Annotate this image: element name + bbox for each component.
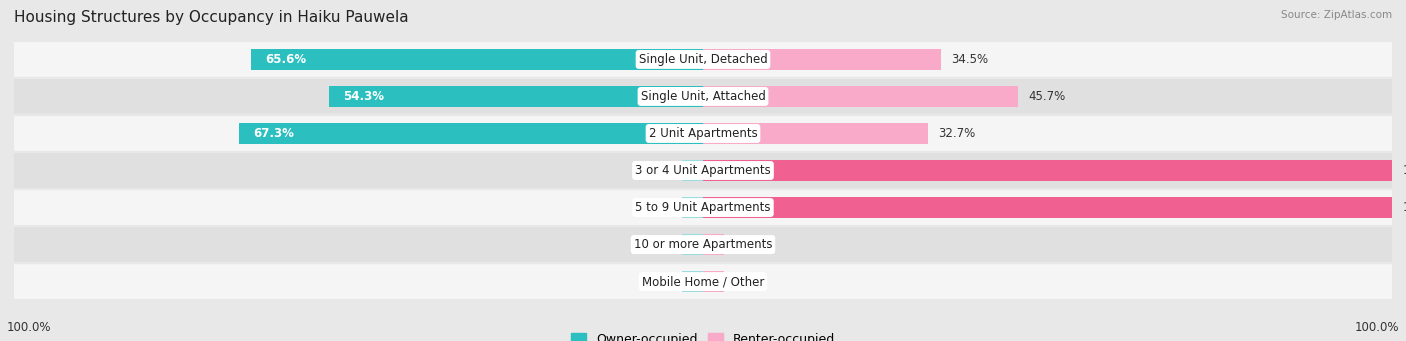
Text: 45.7%: 45.7% (1028, 90, 1066, 103)
Text: Mobile Home / Other: Mobile Home / Other (641, 275, 765, 288)
Legend: Owner-occupied, Renter-occupied: Owner-occupied, Renter-occupied (567, 328, 839, 341)
Text: 5 to 9 Unit Apartments: 5 to 9 Unit Apartments (636, 201, 770, 214)
Text: 34.5%: 34.5% (950, 53, 988, 66)
Text: 67.3%: 67.3% (253, 127, 294, 140)
Text: 3 or 4 Unit Apartments: 3 or 4 Unit Apartments (636, 164, 770, 177)
FancyBboxPatch shape (14, 42, 1392, 77)
Bar (682, 271, 703, 292)
Text: 0.0%: 0.0% (638, 238, 669, 251)
Text: 0.0%: 0.0% (638, 275, 669, 288)
Text: 0.0%: 0.0% (738, 275, 768, 288)
Bar (703, 49, 941, 70)
Bar (252, 49, 703, 70)
Bar (703, 160, 1392, 181)
Bar (329, 86, 703, 107)
Text: 2 Unit Apartments: 2 Unit Apartments (648, 127, 758, 140)
FancyBboxPatch shape (14, 116, 1392, 151)
Bar (682, 160, 703, 181)
FancyBboxPatch shape (14, 190, 1392, 225)
Text: Single Unit, Attached: Single Unit, Attached (641, 90, 765, 103)
Text: Single Unit, Detached: Single Unit, Detached (638, 53, 768, 66)
Text: Housing Structures by Occupancy in Haiku Pauwela: Housing Structures by Occupancy in Haiku… (14, 10, 409, 25)
Text: 0.0%: 0.0% (738, 238, 768, 251)
Bar (682, 234, 703, 255)
Bar (682, 197, 703, 218)
Bar (703, 271, 724, 292)
Bar (703, 123, 928, 144)
Text: 54.3%: 54.3% (343, 90, 384, 103)
FancyBboxPatch shape (14, 153, 1392, 188)
Text: 0.0%: 0.0% (638, 164, 669, 177)
FancyBboxPatch shape (14, 227, 1392, 262)
Text: 100.0%: 100.0% (1402, 164, 1406, 177)
Text: 65.6%: 65.6% (264, 53, 307, 66)
Text: Source: ZipAtlas.com: Source: ZipAtlas.com (1281, 10, 1392, 20)
Bar (239, 123, 703, 144)
FancyBboxPatch shape (14, 79, 1392, 114)
Text: 0.0%: 0.0% (638, 201, 669, 214)
Text: 100.0%: 100.0% (7, 321, 52, 334)
Text: 10 or more Apartments: 10 or more Apartments (634, 238, 772, 251)
Bar (703, 86, 1018, 107)
Bar (703, 234, 724, 255)
FancyBboxPatch shape (14, 264, 1392, 299)
Text: 32.7%: 32.7% (939, 127, 976, 140)
Text: 100.0%: 100.0% (1354, 321, 1399, 334)
Bar (703, 197, 1392, 218)
Text: 100.0%: 100.0% (1402, 201, 1406, 214)
